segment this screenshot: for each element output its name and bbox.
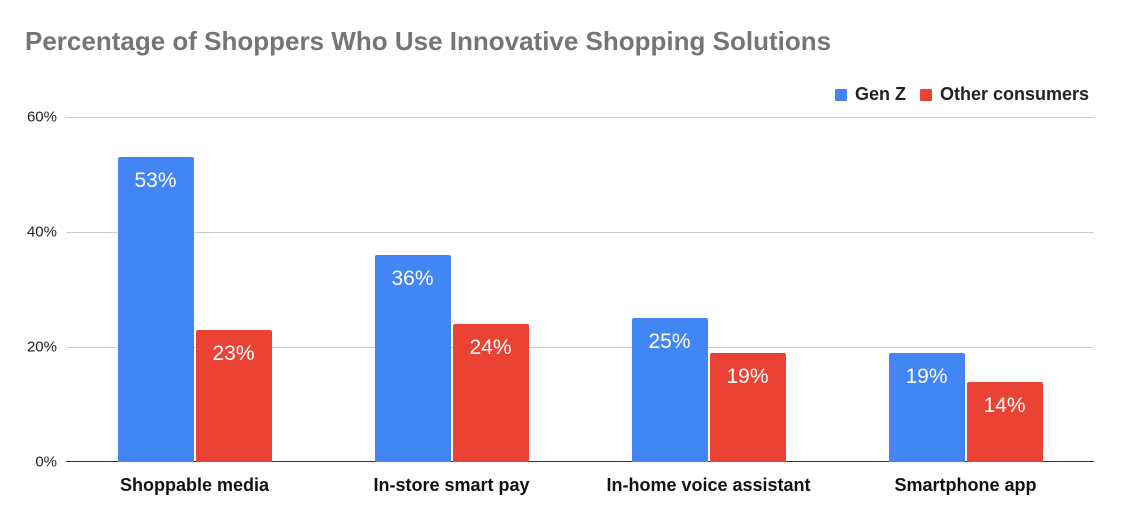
- x-tick-smartphone-app: Smartphone app: [894, 475, 1037, 495]
- bar-other-consumers-smartphone-app: 14%: [966, 381, 1043, 462]
- legend-label-other-consumers: Other consumers: [939, 84, 1089, 104]
- bar-value-label: 19%: [905, 364, 948, 388]
- bar-gen-z-in-home-voice-assistant: 25%: [631, 318, 708, 462]
- x-tick-in-home-voice-assistant: In-home voice assistant: [606, 475, 811, 495]
- bar-other-consumers-shoppable-media: 23%: [195, 329, 272, 462]
- gridline-40: [66, 232, 1094, 233]
- bar-value-label: 36%: [391, 267, 434, 290]
- gridline-20: [66, 347, 1094, 348]
- y-tick-40: 40%: [26, 223, 57, 241]
- y-tick-0: 0%: [35, 453, 57, 471]
- bar-other-consumers-in-store-smart-pay: 24%: [452, 324, 529, 462]
- gridline-60: [66, 117, 1094, 118]
- plot-area: 53% 23% 36% 24% 25% 19% 19% 14%: [66, 117, 1094, 462]
- bar-value-label: 14%: [983, 393, 1026, 417]
- x-axis-baseline: [66, 461, 1094, 462]
- bar-gen-z-shoppable-media: 53%: [117, 157, 194, 462]
- x-tick-shoppable-media: Shoppable media: [119, 475, 270, 495]
- y-tick-20: 20%: [26, 338, 57, 356]
- bar-value-label: 19%: [726, 364, 769, 388]
- bar-other-consumers-in-home-voice-assistant: 19%: [709, 352, 786, 462]
- legend: Gen Z Other consumers: [821, 84, 1089, 105]
- legend-item-other-consumers: Other consumers: [919, 84, 1089, 105]
- bar-value-label: 24%: [469, 336, 512, 359]
- bar-gen-z-smartphone-app: 19%: [888, 352, 965, 462]
- legend-label-gen-z: Gen Z: [854, 84, 906, 104]
- bar-value-label: 25%: [648, 330, 691, 354]
- chart-title: Percentage of Shoppers Who Use Innovativ…: [25, 26, 832, 56]
- y-tick-60: 60%: [26, 108, 57, 126]
- bar-gen-z-in-store-smart-pay: 36%: [374, 255, 451, 462]
- bar-value-label: 53%: [134, 169, 177, 193]
- legend-swatch-other-consumers: [919, 88, 932, 101]
- x-tick-in-store-smart-pay: In-store smart pay: [373, 475, 530, 495]
- legend-item-gen-z: Gen Z: [834, 84, 906, 105]
- bar-value-label: 23%: [212, 341, 255, 365]
- legend-swatch-gen-z: [834, 88, 847, 101]
